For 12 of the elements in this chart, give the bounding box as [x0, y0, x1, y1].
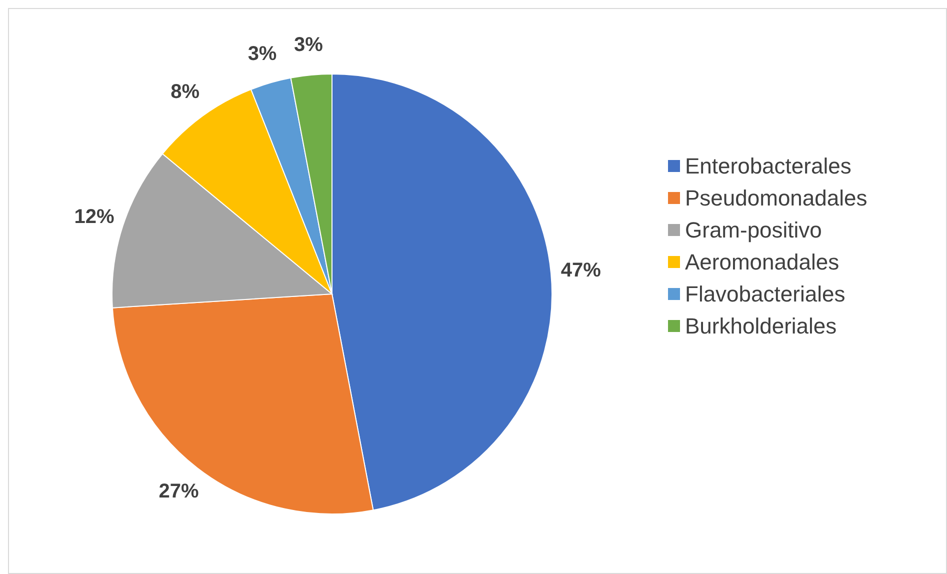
data-label: 3%: [248, 42, 277, 65]
data-label: 12%: [74, 206, 114, 228]
legend-label: Pseudomonadales: [685, 186, 868, 210]
legend-label: Enterobacterales: [685, 154, 852, 178]
data-label: 27%: [158, 480, 200, 503]
data-label: 8%: [170, 80, 200, 103]
legend-label: Flavobacteriales: [685, 282, 846, 306]
data-label: 3%: [294, 34, 324, 56]
legend-label: Aeromonadales: [685, 250, 840, 274]
legend-label: Burkholderiales: [685, 314, 837, 338]
data-label: 47%: [560, 259, 602, 282]
legend-label: Gram-positivo: [685, 218, 822, 242]
